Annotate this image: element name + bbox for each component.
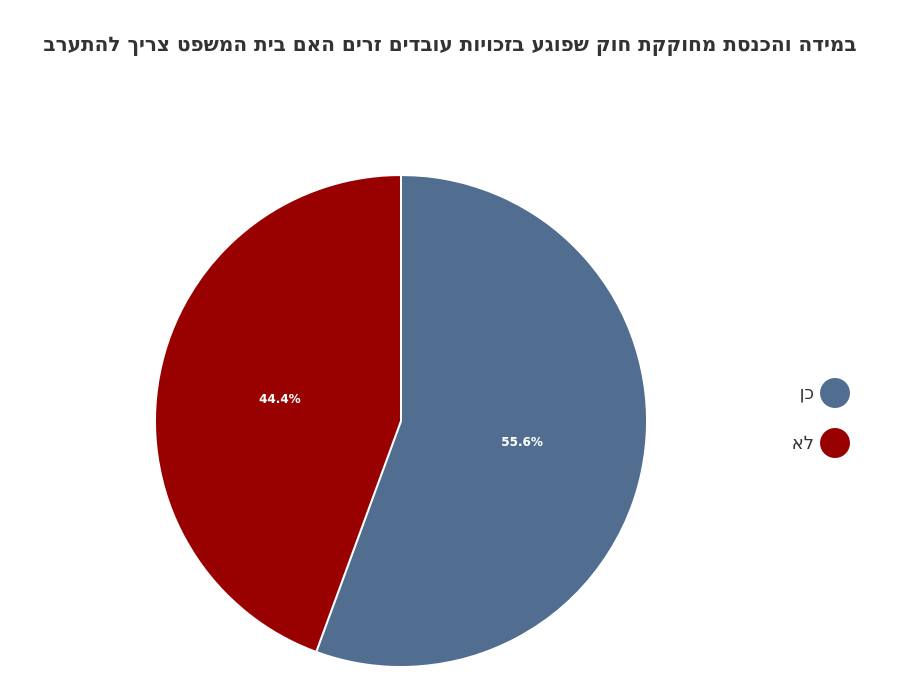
chart-title: במידה והכנסת מחוקקת חוק שפוגע בזכויות עו… [43, 32, 857, 56]
pie-slices [154, 173, 648, 668]
legend-swatch-no [820, 428, 850, 458]
legend-swatch-yes [820, 378, 850, 408]
legend-label-no: לא [791, 432, 814, 454]
slice-value-label-0: 55.6% [501, 435, 543, 449]
pie-slice-1[interactable] [154, 173, 402, 654]
pie-slice-0[interactable] [314, 173, 648, 668]
slice-value-label-1: 44.4% [259, 392, 301, 406]
legend-label-yes: כן [799, 382, 814, 404]
legend-item-no[interactable]: לא [760, 428, 850, 458]
pie-labels: 55.6% 44.4% [259, 392, 543, 449]
legend: כן לא [760, 378, 850, 480]
legend-item-yes[interactable]: כן [760, 378, 850, 408]
